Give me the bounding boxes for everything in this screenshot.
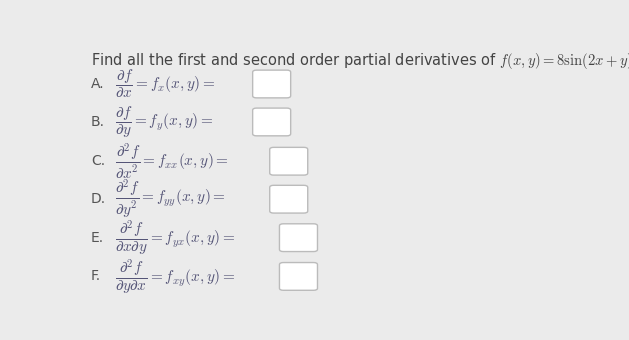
- Text: B.: B.: [91, 115, 105, 129]
- FancyBboxPatch shape: [270, 147, 308, 175]
- FancyBboxPatch shape: [253, 70, 291, 98]
- Text: F.: F.: [91, 269, 101, 284]
- Text: $\dfrac{\partial f}{\partial y} = f_y(x, y) =$: $\dfrac{\partial f}{\partial y} = f_y(x,…: [115, 104, 213, 140]
- FancyBboxPatch shape: [253, 108, 291, 136]
- Text: $\dfrac{\partial^2 f}{\partial x\partial y} = f_{yx}(x, y) =$: $\dfrac{\partial^2 f}{\partial x\partial…: [115, 218, 235, 257]
- Text: A.: A.: [91, 77, 104, 91]
- FancyBboxPatch shape: [279, 224, 318, 252]
- FancyBboxPatch shape: [279, 262, 318, 290]
- Text: $\dfrac{\partial f}{\partial x} = f_x(x, y) =$: $\dfrac{\partial f}{\partial x} = f_x(x,…: [115, 68, 216, 100]
- Text: Find all the first and second order partial derivatives of $f(x, y) = 8\sin(2x +: Find all the first and second order part…: [91, 51, 629, 71]
- Text: $\dfrac{\partial^2 f}{\partial y^2} = f_{yy}(x, y) =$: $\dfrac{\partial^2 f}{\partial y^2} = f_…: [115, 178, 226, 220]
- Text: $\dfrac{\partial^2 f}{\partial y\partial x} = f_{xy}(x, y) =$: $\dfrac{\partial^2 f}{\partial y\partial…: [115, 257, 235, 296]
- Text: $\dfrac{\partial^2 f}{\partial x^2} = f_{xx}(x, y) =$: $\dfrac{\partial^2 f}{\partial x^2} = f_…: [115, 141, 229, 181]
- FancyBboxPatch shape: [270, 185, 308, 213]
- Text: C.: C.: [91, 154, 105, 168]
- Text: D.: D.: [91, 192, 106, 206]
- Text: E.: E.: [91, 231, 104, 245]
